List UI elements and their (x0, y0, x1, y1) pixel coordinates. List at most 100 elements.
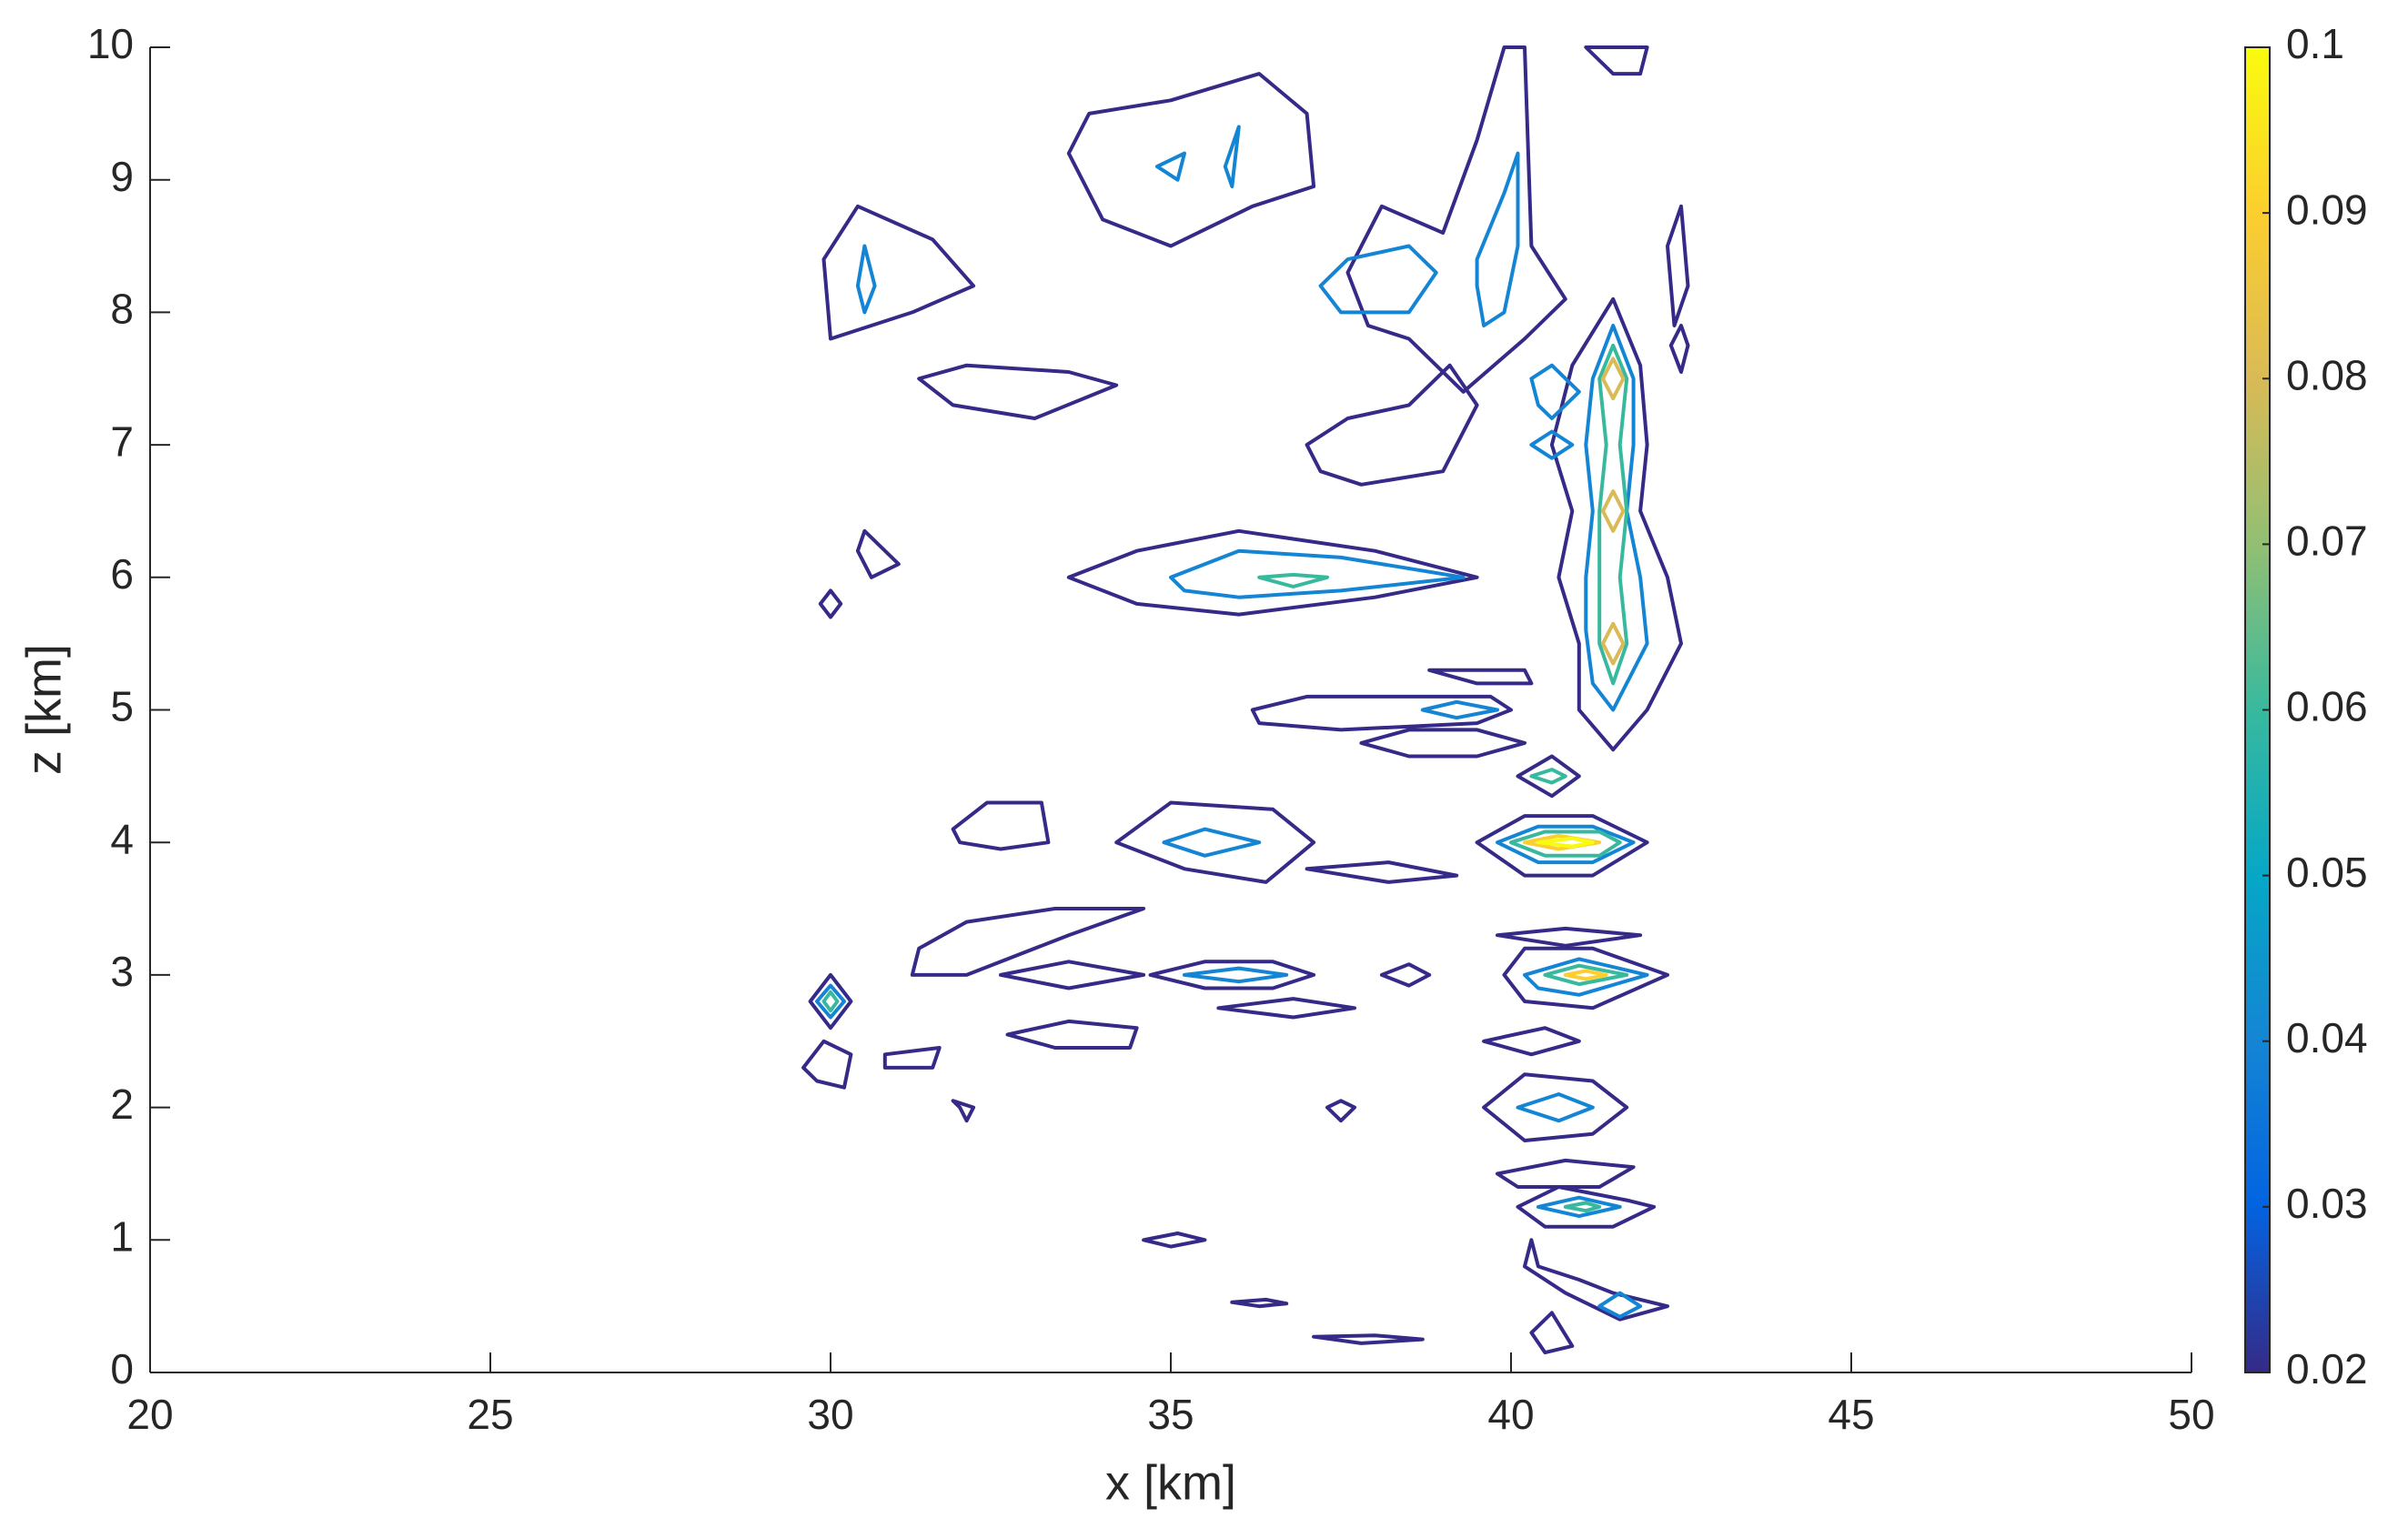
contour-line (855, 528, 901, 579)
colorbar-tick-label: 0.07 (2286, 518, 2368, 565)
contour-line (1529, 768, 1567, 785)
contour-line (1216, 997, 1356, 1020)
contour-line (1601, 621, 1626, 666)
contour-line (1563, 969, 1608, 981)
y-tick-label: 3 (110, 948, 134, 995)
contour-line (1536, 1195, 1622, 1219)
contour-line (1169, 548, 1466, 599)
x-tick-label: 20 (126, 1391, 173, 1438)
y-tick-label: 2 (110, 1081, 134, 1128)
contour-line (1584, 45, 1649, 76)
contour-line (821, 990, 840, 1013)
contour-line (855, 244, 877, 315)
contour-line (1563, 1201, 1602, 1213)
contour-line (1502, 946, 1669, 1010)
y-tick-label: 5 (110, 683, 134, 730)
contour-line (818, 588, 843, 619)
x-axis-label: x [km] (1105, 1455, 1236, 1510)
contour-line (1536, 836, 1595, 849)
y-tick-label: 6 (110, 550, 134, 598)
contour-line (1379, 962, 1432, 988)
colorbar-tick-label: 0.03 (2286, 1180, 2368, 1227)
contour-line (1066, 72, 1316, 248)
x-tick-label: 35 (1147, 1391, 1194, 1438)
contour-line (1584, 324, 1649, 712)
colorbar-tick-label: 0.09 (2286, 186, 2368, 233)
colorbar-tick-label: 0.04 (2286, 1014, 2368, 1061)
contour-line (1496, 926, 1643, 948)
contour-line (1523, 833, 1602, 851)
y-tick-label: 0 (110, 1345, 134, 1392)
x-tick-label: 40 (1487, 1391, 1534, 1438)
contour-line (1305, 363, 1479, 487)
contour-line (1529, 363, 1581, 420)
contour-line (1183, 966, 1289, 984)
contour-line (1148, 960, 1316, 990)
x-tick-label: 30 (807, 1391, 853, 1438)
contour-line (1325, 1099, 1356, 1123)
contour-line (1475, 814, 1649, 878)
colorbar-tick-label: 0.08 (2286, 351, 2368, 398)
contour-line (1516, 754, 1581, 799)
colorbar-tick-label: 0.1 (2286, 20, 2344, 67)
contour-line (1529, 429, 1575, 460)
contour-line (1250, 694, 1513, 732)
contour-line (815, 983, 846, 1020)
contour-line (808, 972, 853, 1030)
contour-line (910, 907, 1146, 977)
contour-line (1427, 668, 1534, 686)
contour-line (1549, 297, 1683, 752)
contour-line (1523, 957, 1649, 997)
colorbar-tick-label: 0.06 (2286, 683, 2368, 730)
contour-line (1543, 963, 1629, 987)
contour-line (1482, 1026, 1581, 1057)
contour-line (1597, 343, 1629, 686)
contour-line (1155, 151, 1186, 182)
contour-line (1114, 800, 1316, 884)
contour-line (951, 1099, 976, 1123)
contour-line (1223, 125, 1241, 188)
contour-line (1312, 1333, 1425, 1345)
x-tick-label: 45 (1828, 1391, 1874, 1438)
contour-line (882, 1046, 942, 1070)
contour-line (1359, 728, 1526, 759)
contour-line (1597, 1291, 1643, 1319)
contour-line (1509, 829, 1622, 858)
contour-line (1529, 1311, 1575, 1355)
contour-line (1066, 528, 1479, 617)
contour-line (1345, 45, 1567, 394)
y-tick-label: 7 (110, 417, 134, 465)
x-tick-label: 25 (467, 1391, 513, 1438)
contour-line (1496, 824, 1636, 865)
y-tick-label: 8 (110, 286, 134, 333)
contour-line (1420, 699, 1499, 720)
colorbar-tick-label: 0.05 (2286, 849, 2368, 896)
contour-line (917, 363, 1119, 420)
colorbar-tick-label: 0.02 (2286, 1345, 2368, 1392)
contour-line (1005, 1019, 1139, 1050)
contour-line (1666, 204, 1690, 327)
contour-line (1475, 151, 1520, 327)
contour-line (1142, 1231, 1207, 1249)
contour-line (801, 1039, 853, 1090)
x-tick-label: 50 (2168, 1391, 2214, 1438)
y-tick-label: 9 (110, 153, 134, 200)
contour-line (1516, 1092, 1595, 1123)
contour-line (1601, 357, 1626, 401)
colorbar (2244, 46, 2271, 1373)
contour-line (1668, 324, 1690, 374)
contour-line (1162, 827, 1262, 858)
contour-line (821, 204, 976, 341)
contour-line (999, 960, 1146, 990)
contour-line (1257, 572, 1329, 588)
contour-line (1496, 1158, 1636, 1189)
contour-line (1230, 1297, 1289, 1309)
contour-line (1601, 489, 1626, 533)
y-axis-label: z [km] (16, 644, 71, 775)
contour-line (1305, 860, 1459, 884)
contour-line (1482, 1072, 1629, 1142)
y-tick-label: 4 (110, 815, 134, 862)
y-tick-label: 10 (87, 20, 134, 67)
contour-line (1523, 1238, 1669, 1322)
